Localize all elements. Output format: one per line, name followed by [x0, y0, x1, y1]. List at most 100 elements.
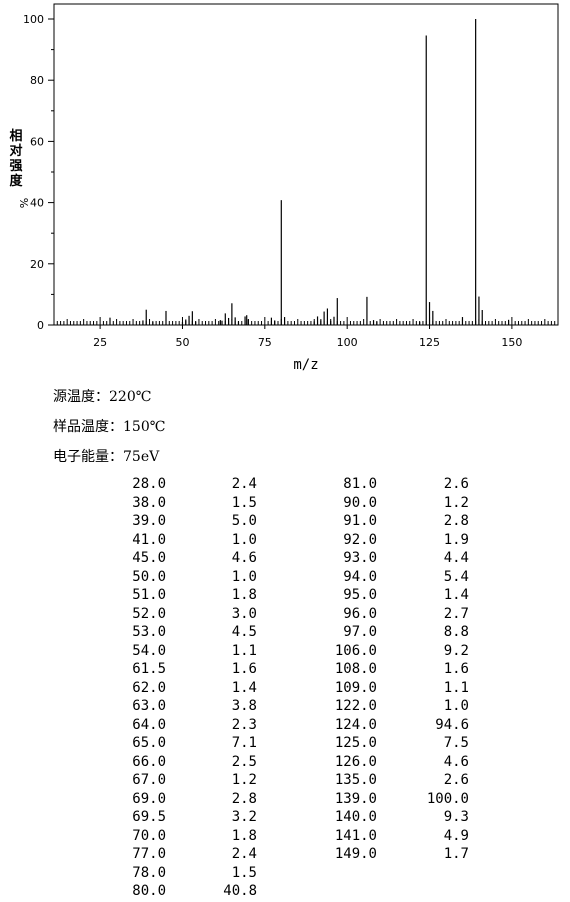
table-row: 53.0 4.5 97.0 8.8: [0, 624, 570, 643]
mz-cell: 62.0: [132, 679, 166, 696]
mz-cell: 65.0: [132, 735, 166, 751]
mz-cell: 109.0: [334, 679, 377, 696]
source-temperature-label: 源温度：: [53, 389, 109, 405]
intensity-cell: 3.2: [231, 809, 257, 825]
mz-cell: 69.5: [132, 809, 166, 825]
x-tick-label: 25: [93, 336, 107, 349]
intensity-cell: 9.2: [443, 642, 469, 659]
y-tick-label: 20: [30, 258, 44, 271]
intensity-cell: 8.8: [443, 624, 469, 640]
x-tick-label: 50: [175, 336, 189, 349]
table-row: 28.0 2.4 81.0 2.6: [0, 476, 570, 495]
table-row: 65.0 7.1 125.0 7.5: [0, 735, 570, 754]
mz-cell: 96.0: [343, 605, 377, 622]
table-row: 70.0 1.8 141.0 4.9: [0, 828, 570, 847]
intensity-cell: 94.6: [435, 716, 469, 733]
intensity-cell: 1.6: [231, 661, 257, 677]
intensity-cell: 5.0: [231, 513, 257, 529]
mz-cell: 91.0: [343, 513, 377, 529]
intensity-cell: 4.6: [231, 550, 257, 566]
intensity-cell: 1.0: [231, 531, 257, 548]
spectrum-peaks: [109, 19, 510, 325]
intensity-cell: 100.0: [426, 790, 469, 807]
intensity-cell: 1.7: [443, 846, 469, 862]
x-axis-label: m/z: [293, 357, 318, 373]
mz-cell: 93.0: [343, 550, 377, 566]
table-row: 78.0 1.5: [0, 865, 570, 884]
intensity-cell: 2.4: [231, 846, 257, 862]
intensity-cell: 5.4: [443, 568, 469, 585]
intensity-cell: 2.8: [443, 513, 469, 529]
intensity-cell: 9.3: [443, 809, 469, 825]
mz-cell: 106.0: [334, 642, 377, 659]
y-tick-label: 100: [23, 13, 44, 26]
electron-energy-label: 电子能量：: [53, 449, 123, 465]
intensity-cell: 1.0: [443, 698, 469, 714]
mz-cell: 77.0: [132, 846, 166, 862]
intensity-cell: 40.8: [223, 883, 257, 899]
intensity-cell: 7.1: [231, 735, 257, 751]
table-row: 51.0 1.8 95.0 1.4: [0, 587, 570, 606]
table-row: 77.0 2.4 149.0 1.7: [0, 846, 570, 865]
table-row: 52.0 3.0 96.0 2.7: [0, 606, 570, 625]
intensity-cell: 2.3: [231, 716, 257, 733]
intensity-cell: 2.6: [443, 476, 469, 492]
intensity-cell: 1.0: [231, 568, 257, 585]
mz-cell: 149.0: [334, 846, 377, 862]
source-temperature-value: 220℃: [109, 389, 152, 405]
mz-cell: 92.0: [343, 531, 377, 548]
mz-cell: 38.0: [132, 494, 166, 511]
y-axis: 0 20 40 60 80 100: [23, 13, 54, 332]
mz-cell: 108.0: [334, 661, 377, 677]
mz-cell: 67.0: [132, 772, 166, 788]
intensity-cell: 1.2: [231, 772, 257, 788]
table-row: 61.5 1.6 108.0 1.6: [0, 661, 570, 680]
intensity-cell: 7.5: [443, 735, 469, 751]
mz-cell: 126.0: [334, 753, 377, 770]
intensity-cell: 1.4: [443, 587, 469, 603]
table-row: 69.5 3.2 140.0 9.3: [0, 809, 570, 828]
intensity-cell: 3.0: [231, 605, 257, 622]
electron-energy: 电子能量：75eV: [53, 446, 159, 466]
plot-frame: [53, 3, 559, 326]
intensity-cell: 2.5: [231, 753, 257, 770]
x-tick-label: 150: [501, 336, 522, 349]
mz-cell: 54.0: [132, 642, 166, 659]
electron-energy-value: 75eV: [123, 449, 160, 465]
intensity-cell: 2.7: [443, 605, 469, 622]
mz-cell: 53.0: [132, 624, 166, 640]
mz-cell: 39.0: [132, 513, 166, 529]
sample-temperature-value: 150℃: [123, 419, 166, 435]
intensity-cell: 1.5: [231, 494, 257, 511]
mass-spectrum-chart: 0 20 40 60 80 100 25 50 75 100 125 150 m/z 相对强度 %: [9, 3, 559, 373]
table-row: 38.0 1.5 90.0 1.2: [0, 495, 570, 514]
y-tick-label: 40: [30, 197, 44, 210]
intensity-cell: 2.8: [231, 790, 257, 807]
mz-cell: 139.0: [334, 790, 377, 807]
mz-cell: 140.0: [334, 809, 377, 825]
mz-cell: 81.0: [343, 476, 377, 492]
table-row: 63.0 3.8 122.0 1.0: [0, 698, 570, 717]
table-row: 64.0 2.3 124.0 94.6: [0, 717, 570, 736]
table-row: 62.0 1.4 109.0 1.1: [0, 680, 570, 699]
intensity-cell: 1.8: [231, 587, 257, 603]
source-temperature: 源温度：220℃: [53, 386, 151, 406]
mz-cell: 90.0: [343, 494, 377, 511]
mz-cell: 69.0: [132, 790, 166, 807]
x-tick-label: 125: [419, 336, 440, 349]
mz-cell: 97.0: [343, 624, 377, 640]
intensity-cell: 2.6: [443, 772, 469, 788]
mz-cell: 125.0: [334, 735, 377, 751]
table-row: 67.0 1.2 135.0 2.6: [0, 772, 570, 791]
peak-table: 28.0 2.4 81.0 2.6 38.0 1.5 90.0 1.2 39.0 5.0 91.0 2…: [0, 476, 570, 902]
mz-cell: 135.0: [334, 772, 377, 788]
intensity-cell: 1.1: [443, 679, 469, 696]
mz-cell: 50.0: [132, 568, 166, 585]
y-axis-unit: %: [17, 198, 30, 208]
mz-cell: 141.0: [334, 827, 377, 844]
mz-cell: 94.0: [343, 568, 377, 585]
table-row: 80.0 40.8: [0, 883, 570, 902]
sample-temperature: 样品温度：150℃: [53, 416, 165, 436]
table-row: 39.0 5.0 91.0 2.8: [0, 513, 570, 532]
table-row: 41.0 1.0 92.0 1.9: [0, 532, 570, 551]
